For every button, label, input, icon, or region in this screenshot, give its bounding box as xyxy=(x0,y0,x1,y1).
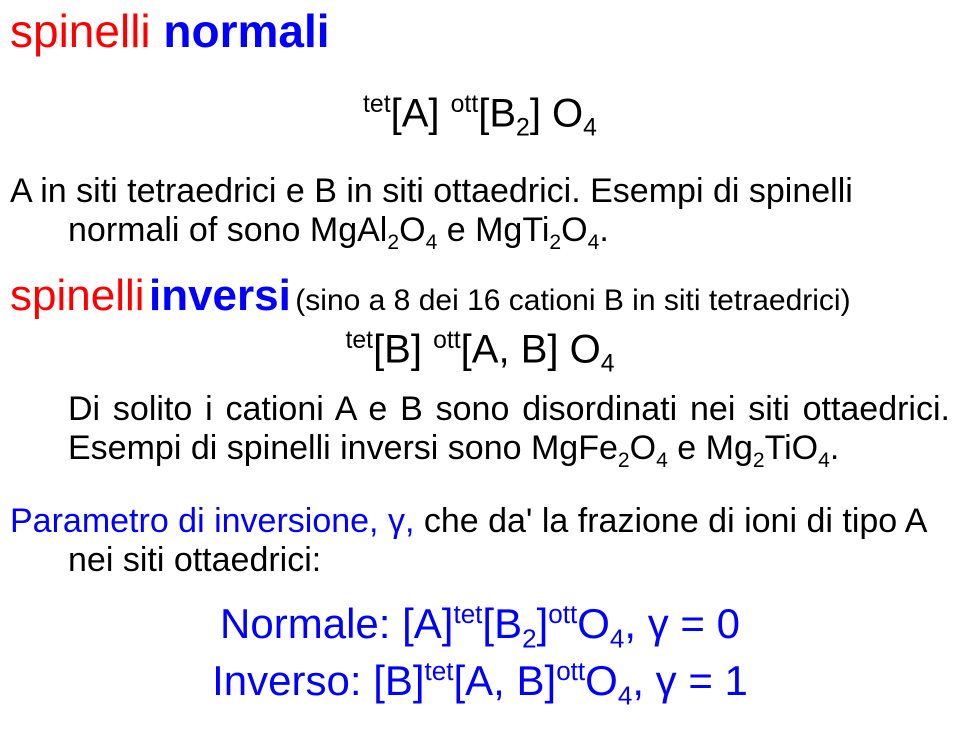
para1-sub1: 2 xyxy=(387,231,399,254)
result2-a: [B] xyxy=(373,657,424,704)
formula-normal: tet[A] ott[B2] O4 xyxy=(10,91,950,142)
formula2-sup-tet: tet xyxy=(345,327,373,354)
parameter-lead: Parametro di inversione, γ, xyxy=(10,502,424,540)
result2-label: Inverso: xyxy=(212,657,373,704)
formula1-part-b: [B xyxy=(478,91,516,135)
para1-text-b: O xyxy=(399,211,425,249)
result2-sup1: tet xyxy=(425,656,454,686)
formula1-sub-2: 2 xyxy=(516,114,530,141)
formula2-part-a: [B] xyxy=(373,327,433,371)
formula2-part-b: [A, B] O xyxy=(461,327,601,371)
paragraph-normal: A in siti tetraedrici e B in siti ottaed… xyxy=(10,172,950,255)
result-block: Normale: [A]tet[B2]ottO4, γ = 0 Inverso:… xyxy=(10,598,950,712)
result1-sub2: 4 xyxy=(610,623,624,653)
formula1-part-a: [A] xyxy=(391,91,451,135)
result2-b: [A, B] xyxy=(454,657,557,704)
heading-inverse-line: spinelli inversi (sino a 8 dei 16 cation… xyxy=(10,271,950,321)
para1-text-d: O xyxy=(561,211,587,249)
result-normal: Normale: [A]tet[B2]ottO4, γ = 0 xyxy=(10,598,950,655)
para1-sub4: 4 xyxy=(588,231,600,254)
title-word-2: normali xyxy=(163,5,329,57)
para1-sub2: 4 xyxy=(426,231,438,254)
result1-label: Normale: xyxy=(220,600,402,647)
result2-sub1: 4 xyxy=(618,680,632,710)
inverse-word-2: inversi xyxy=(149,271,291,320)
para2-sub1: 2 xyxy=(618,449,630,472)
para2-text-d: TiO xyxy=(765,429,819,467)
formula1-sub-4: 4 xyxy=(583,114,597,141)
title-word-1: spinelli xyxy=(10,5,151,57)
formula1-sup-ott: ott xyxy=(451,91,479,118)
result1-sup1: tet xyxy=(453,599,482,629)
result1-tail: , γ = 0 xyxy=(624,600,740,647)
result2-sup2: ott xyxy=(556,656,585,686)
inverse-tail-text: (sino a 8 dei 16 cationi B in siti tetra… xyxy=(295,284,850,317)
para1-sub3: 2 xyxy=(549,231,561,254)
para2-sub3: 2 xyxy=(753,449,765,472)
result-inverse: Inverso: [B]tet[A, B]ottO4, γ = 1 xyxy=(10,655,950,712)
formula1-sup-tet: tet xyxy=(363,91,391,118)
para2-text-b: O xyxy=(630,429,656,467)
slide: spinelli normali tet[A] ott[B2] O4 A in … xyxy=(0,0,960,745)
parameter-line: Parametro di inversione, γ, che da' la f… xyxy=(10,502,950,580)
para2-text-e: . xyxy=(830,429,839,467)
result1-sup2: ott xyxy=(548,599,577,629)
para1-text-e: . xyxy=(599,211,608,249)
para2-sub2: 4 xyxy=(656,449,668,472)
inverse-word-1: spinelli xyxy=(10,271,145,320)
result1-c: ] xyxy=(537,600,549,647)
result2-c: O xyxy=(585,657,618,704)
result1-sub1: 2 xyxy=(522,623,536,653)
title: spinelli normali xyxy=(10,6,950,57)
result1-a: [A] xyxy=(402,600,453,647)
formula2-sup-ott: ott xyxy=(433,327,461,354)
formula2-sub-4: 4 xyxy=(601,350,615,377)
result1-b: [B xyxy=(482,600,522,647)
result1-d: O xyxy=(577,600,610,647)
para2-sub4: 4 xyxy=(818,449,830,472)
formula-inverse: tet[B] ott[A, B] O4 xyxy=(10,327,950,378)
result2-tail: , γ = 1 xyxy=(632,657,748,704)
formula1-part-c: ] O xyxy=(530,91,583,135)
para2-text-c: e Mg xyxy=(668,429,753,467)
paragraph-inverse: Di solito i cationi A e B sono disordina… xyxy=(10,390,950,473)
para1-text-c: e MgTi xyxy=(437,211,549,249)
